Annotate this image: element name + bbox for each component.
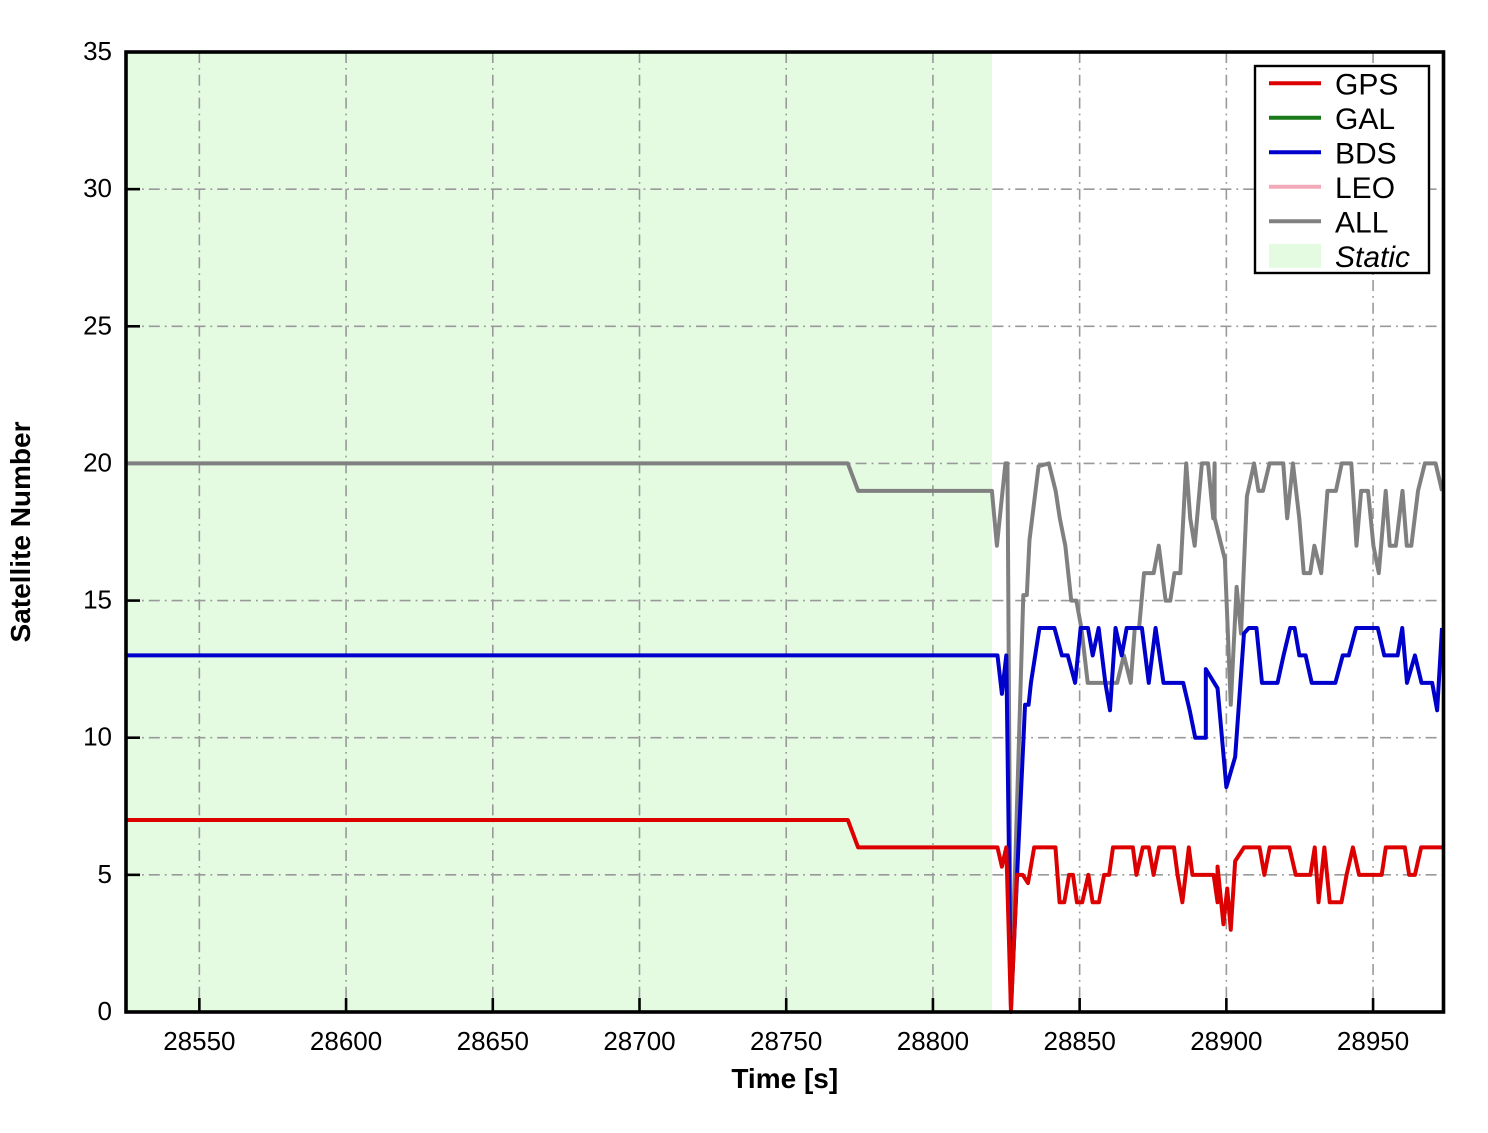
svg-text:ALL: ALL bbox=[1335, 206, 1388, 239]
svg-text:25: 25 bbox=[83, 310, 112, 340]
svg-text:35: 35 bbox=[83, 36, 112, 66]
svg-text:28600: 28600 bbox=[310, 1026, 382, 1056]
svg-text:Time [s]: Time [s] bbox=[731, 1063, 838, 1094]
svg-text:Satellite Number: Satellite Number bbox=[5, 421, 36, 642]
svg-text:0: 0 bbox=[98, 996, 112, 1026]
svg-text:28800: 28800 bbox=[897, 1026, 969, 1056]
svg-text:5: 5 bbox=[98, 859, 112, 889]
svg-text:GPS: GPS bbox=[1335, 68, 1398, 101]
svg-text:10: 10 bbox=[83, 722, 112, 752]
svg-text:15: 15 bbox=[83, 585, 112, 615]
svg-text:28650: 28650 bbox=[457, 1026, 529, 1056]
svg-text:28550: 28550 bbox=[163, 1026, 235, 1056]
svg-text:30: 30 bbox=[83, 173, 112, 203]
svg-text:28950: 28950 bbox=[1337, 1026, 1409, 1056]
svg-text:BDS: BDS bbox=[1335, 137, 1397, 170]
svg-text:28700: 28700 bbox=[603, 1026, 675, 1056]
svg-text:28750: 28750 bbox=[750, 1026, 822, 1056]
svg-text:20: 20 bbox=[83, 447, 112, 477]
svg-text:28900: 28900 bbox=[1190, 1026, 1262, 1056]
svg-text:LEO: LEO bbox=[1335, 172, 1395, 205]
svg-text:Static: Static bbox=[1335, 241, 1410, 274]
svg-text:28850: 28850 bbox=[1043, 1026, 1115, 1056]
svg-text:GAL: GAL bbox=[1335, 103, 1395, 136]
